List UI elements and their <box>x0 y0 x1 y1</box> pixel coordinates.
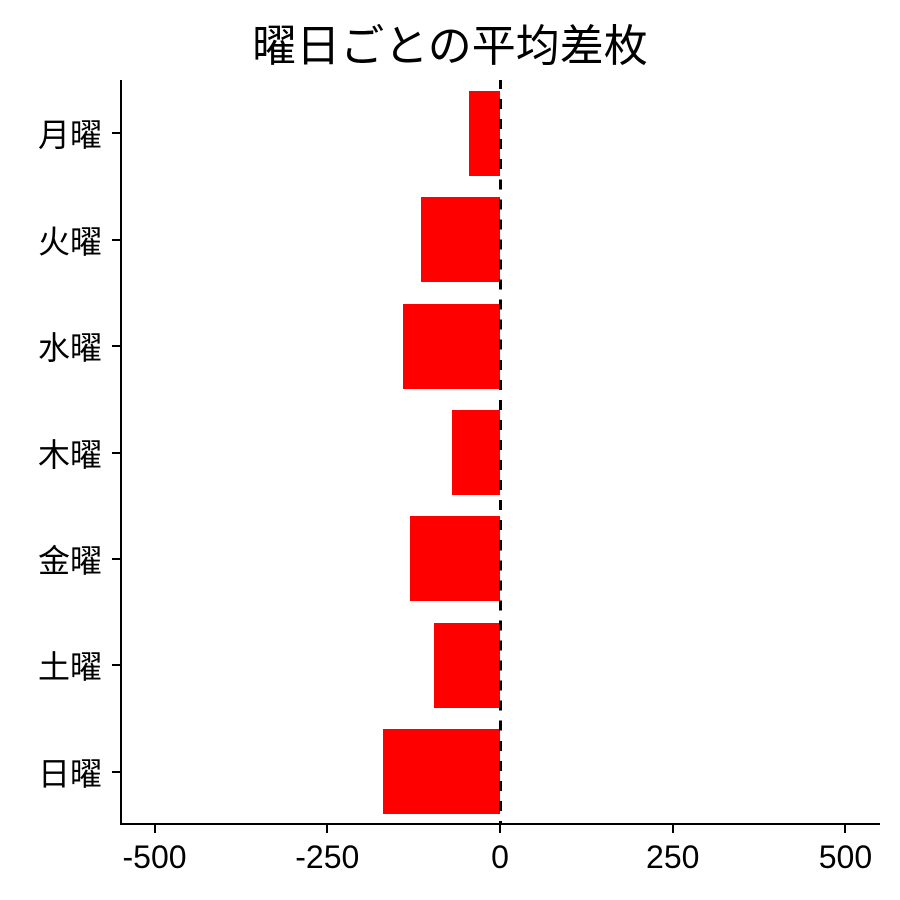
y-tick-label: 月曜 <box>38 110 102 156</box>
bar <box>469 91 500 176</box>
x-tick <box>499 825 501 833</box>
x-tick-label: 0 <box>491 839 509 876</box>
bar <box>421 197 500 282</box>
bar <box>403 304 500 389</box>
x-tick <box>844 825 846 833</box>
bar <box>434 623 500 708</box>
bar <box>410 516 500 601</box>
y-tick-label: 金曜 <box>38 536 102 582</box>
bar <box>383 729 500 814</box>
zero-reference-line <box>499 80 502 825</box>
plot-area: -500-2500250500月曜火曜水曜木曜金曜土曜日曜 <box>120 80 880 825</box>
y-tick <box>112 558 120 560</box>
x-tick <box>672 825 674 833</box>
y-tick-label: 日曜 <box>38 749 102 795</box>
y-tick <box>112 132 120 134</box>
y-tick-label: 水曜 <box>38 323 102 369</box>
y-tick <box>112 345 120 347</box>
y-axis-spine <box>120 80 122 825</box>
bar <box>452 410 500 495</box>
x-tick-label: 250 <box>646 839 699 876</box>
chart-title: 曜日ごとの平均差枚 <box>0 10 900 74</box>
x-tick-label: 500 <box>819 839 872 876</box>
x-tick-label: -500 <box>123 839 187 876</box>
y-tick <box>112 239 120 241</box>
y-tick <box>112 452 120 454</box>
x-tick <box>154 825 156 833</box>
y-tick-label: 木曜 <box>38 430 102 476</box>
x-tick <box>326 825 328 833</box>
y-tick <box>112 664 120 666</box>
x-tick-label: -250 <box>295 839 359 876</box>
y-tick-label: 土曜 <box>38 642 102 688</box>
y-tick-label: 火曜 <box>38 217 102 263</box>
y-tick <box>112 771 120 773</box>
